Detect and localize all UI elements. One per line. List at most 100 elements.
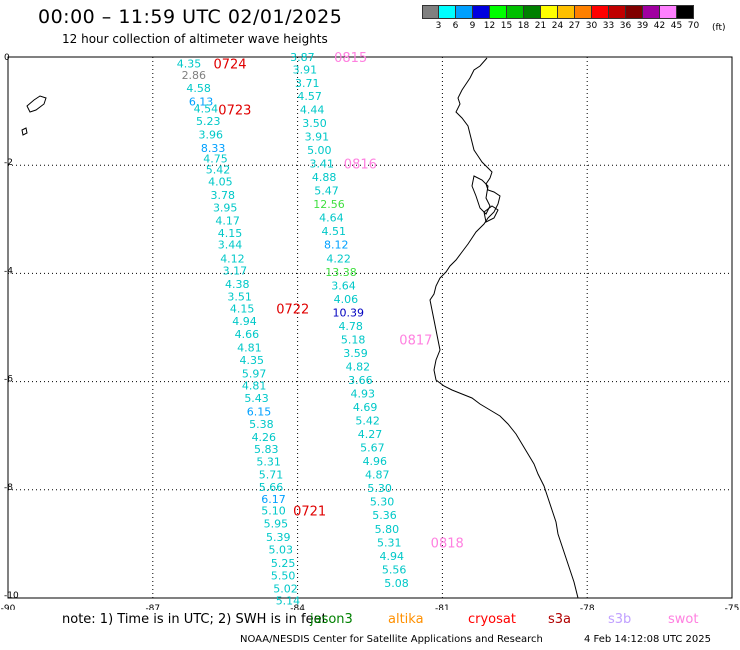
legend-label: 15 [500, 21, 513, 31]
legend-label: 33 [602, 21, 615, 31]
swh-reading: 3.59 [343, 347, 368, 360]
legend-label: 9 [469, 21, 476, 31]
legend-labels: 3 6 9 12 15 18 21 24 27 30 33 36 39 42 45 70 [422, 19, 700, 33]
legend-swatch [677, 5, 694, 19]
pass-label: 0721 [293, 504, 326, 519]
swh-reading: 8.12 [324, 239, 349, 252]
swh-reading: 5.31 [377, 536, 402, 549]
legend-swatch [422, 5, 439, 19]
swh-reading: 8.33 [201, 142, 226, 155]
swh-reading: 3.64 [331, 279, 356, 292]
footer-note: note: 1) Time is in UTC; 2) SWH is in fe… [62, 612, 327, 627]
swh-reading: 5.50 [271, 569, 296, 582]
legend-swatch [541, 5, 558, 19]
pass-label: 0723 [218, 103, 251, 118]
swh-reading: 4.66 [235, 328, 260, 341]
swh-reading: 4.64 [319, 212, 344, 225]
legend-swatch [558, 5, 575, 19]
satellite-name: cryosat [468, 612, 516, 627]
legend-swatch [490, 5, 507, 19]
swh-reading: 5.80 [375, 523, 400, 536]
map-subtitle: 12 hour collection of altimeter wave hei… [62, 32, 328, 46]
map-title: 00:00 – 11:59 UTC 02/01/2025 [38, 6, 343, 28]
swh-reading: 3.96 [198, 128, 223, 141]
swh-reading: 3.51 [227, 291, 252, 304]
legend-swatch [439, 5, 456, 19]
swh-reading: 3.41 [309, 158, 334, 171]
legend-swatch [456, 5, 473, 19]
swh-reading: 3.87 [290, 51, 315, 64]
legend-swatch [609, 5, 626, 19]
swh-reading: 4.78 [338, 320, 363, 333]
swh-reading: 4.06 [334, 293, 359, 306]
swh-reading: 3.71 [295, 77, 320, 90]
legend-swatch [507, 5, 524, 19]
swh-reading: 4.12 [220, 252, 245, 265]
swh-reading: 4.54 [194, 102, 219, 115]
swh-reading: 5.00 [307, 144, 332, 157]
legend-label: 42 [653, 21, 666, 31]
swh-reading: 5.67 [360, 442, 385, 455]
legend-label: 70 [687, 21, 700, 31]
swh-reading: 5.38 [249, 418, 274, 431]
wave-height-map: -90 -87 -84 -81 -78 -750-2-4-6-8-10 4.352.864… [1, 51, 740, 610]
swh-reading: 5.43 [244, 392, 269, 405]
swh-reading: 13.38 [325, 266, 357, 279]
swh-reading: 4.88 [312, 171, 337, 184]
swh-reading: 5.25 [271, 557, 296, 570]
swh-reading: 5.71 [259, 469, 284, 482]
swh-reading: 5.97 [242, 367, 267, 380]
satellite-name: jason3 [310, 612, 353, 627]
swh-reading: 4.69 [353, 401, 378, 414]
swh-reading: 4.22 [326, 252, 351, 265]
swh-reading: 4.81 [242, 379, 267, 392]
legend-swatch [473, 5, 490, 19]
swh-reading: 4.17 [215, 214, 240, 227]
puna-island [483, 205, 499, 223]
swh-reading: 3.78 [211, 189, 236, 202]
swh-reading: 5.47 [314, 185, 339, 198]
swh-reading: 5.56 [382, 563, 407, 576]
galapagos-island-small [21, 127, 28, 136]
swh-reading: 5.30 [367, 482, 392, 495]
pass-labels: 0724 0723 0722 0721 0815 0816 0817 0818 [213, 51, 463, 551]
legend-label: 18 [517, 21, 530, 31]
swh-reading: 4.15 [218, 227, 243, 240]
legend-swatch [592, 5, 609, 19]
map-frame [7, 56, 733, 599]
swh-reading: 5.30 [370, 496, 395, 509]
swh-reading: 5.31 [256, 456, 281, 469]
swh-reading: 4.15 [230, 303, 255, 316]
swh-reading: 4.44 [300, 103, 325, 116]
swh-reading: 3.91 [305, 131, 330, 144]
satellite-name: s3b [608, 612, 632, 627]
legend-label: 3 [435, 21, 442, 31]
swh-reading: 5.39 [266, 531, 291, 544]
mainland-coastline [429, 57, 579, 599]
satellite-name: s3a [548, 612, 572, 627]
swh-reading: 4.51 [322, 225, 347, 238]
swh-reading: 3.50 [302, 117, 327, 130]
legend-label: 6 [452, 21, 459, 31]
credit-line: NOAA/NESDIS Center for Satellite Applica… [240, 634, 543, 645]
lat-tick-label: 0 [4, 53, 10, 63]
swh-reading: 4.96 [363, 455, 388, 468]
swh-reading: 4.38 [225, 278, 250, 291]
swh-reading: 4.05 [208, 175, 233, 188]
swh-reading: 3.95 [213, 201, 238, 214]
coastline [21, 57, 579, 599]
swh-reading: 4.94 [232, 315, 257, 328]
legend-label: 36 [619, 21, 632, 31]
lat-tick-label: -8 [4, 483, 13, 493]
swh-reading: 3.91 [293, 63, 318, 76]
legend-swatch [575, 5, 592, 19]
swh-reading: 4.81 [237, 342, 262, 355]
swh-reading: 12.56 [313, 198, 345, 211]
lat-tick-label: -10 [4, 591, 19, 601]
lat-tick-label: -6 [4, 375, 13, 385]
swh-reading: 4.87 [365, 469, 390, 482]
swh-reading: 6.15 [247, 405, 272, 418]
pass-label: 0722 [276, 303, 309, 318]
lon-tick-label: -75 [725, 604, 740, 610]
pass-label: 0818 [431, 536, 464, 551]
